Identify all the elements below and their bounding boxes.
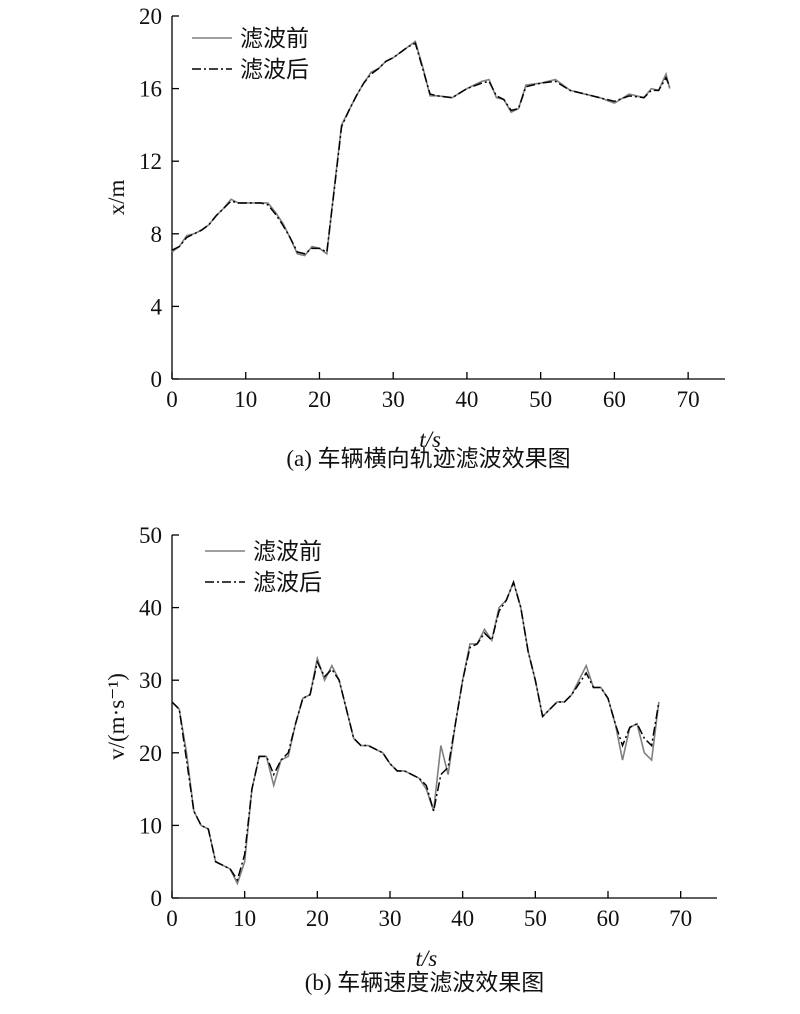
y-tick-label: 40 [139, 596, 162, 621]
x-tick-label: 10 [234, 387, 257, 412]
chart-title: (a) 车辆横向轨迹滤波效果图 [286, 446, 570, 471]
x-tick-label: 70 [669, 906, 692, 931]
x-tick-label: 0 [166, 387, 178, 412]
y-tick-label: 20 [139, 741, 162, 766]
y-axis-title: v/(m·s⁻¹) [104, 673, 129, 760]
x-tick-label: 60 [597, 906, 620, 931]
legend-label: 滤波后 [253, 570, 322, 595]
legend-label: 滤波后 [240, 57, 309, 82]
x-tick-label: 30 [382, 387, 405, 412]
y-tick-label: 16 [139, 77, 162, 102]
y-tick-label: 20 [139, 4, 162, 29]
x-axis-title: t/s [415, 946, 437, 971]
x-tick-label: 50 [529, 387, 552, 412]
x-tick-label: 40 [455, 387, 478, 412]
data-line [171, 579, 660, 886]
chart-title: (b) 车辆速度滤波效果图 [305, 970, 545, 995]
y-tick-label: 50 [139, 523, 162, 548]
x-tick-label: 70 [677, 387, 700, 412]
data-line [171, 42, 671, 255]
y-tick-label: 10 [139, 813, 162, 838]
x-axis-title: t/s [419, 427, 441, 452]
y-axis-title: x/m [104, 180, 129, 216]
x-tick-label: 20 [308, 387, 331, 412]
x-tick-label: 10 [233, 906, 256, 931]
y-tick-label: 0 [151, 886, 163, 911]
x-tick-label: 20 [306, 906, 329, 931]
y-tick-label: 12 [139, 149, 162, 174]
x-tick-label: 30 [379, 906, 402, 931]
data-line [171, 579, 660, 882]
y-tick-label: 8 [151, 222, 163, 247]
y-tick-label: 30 [139, 668, 162, 693]
x-tick-label: 40 [451, 906, 474, 931]
y-tick-label: 4 [151, 294, 163, 319]
legend-label: 滤波前 [253, 539, 322, 564]
x-tick-label: 60 [603, 387, 626, 412]
x-tick-label: 0 [166, 906, 178, 931]
y-tick-label: 0 [151, 367, 163, 392]
x-tick-label: 50 [524, 906, 547, 931]
legend-label: 滤波前 [240, 26, 309, 51]
